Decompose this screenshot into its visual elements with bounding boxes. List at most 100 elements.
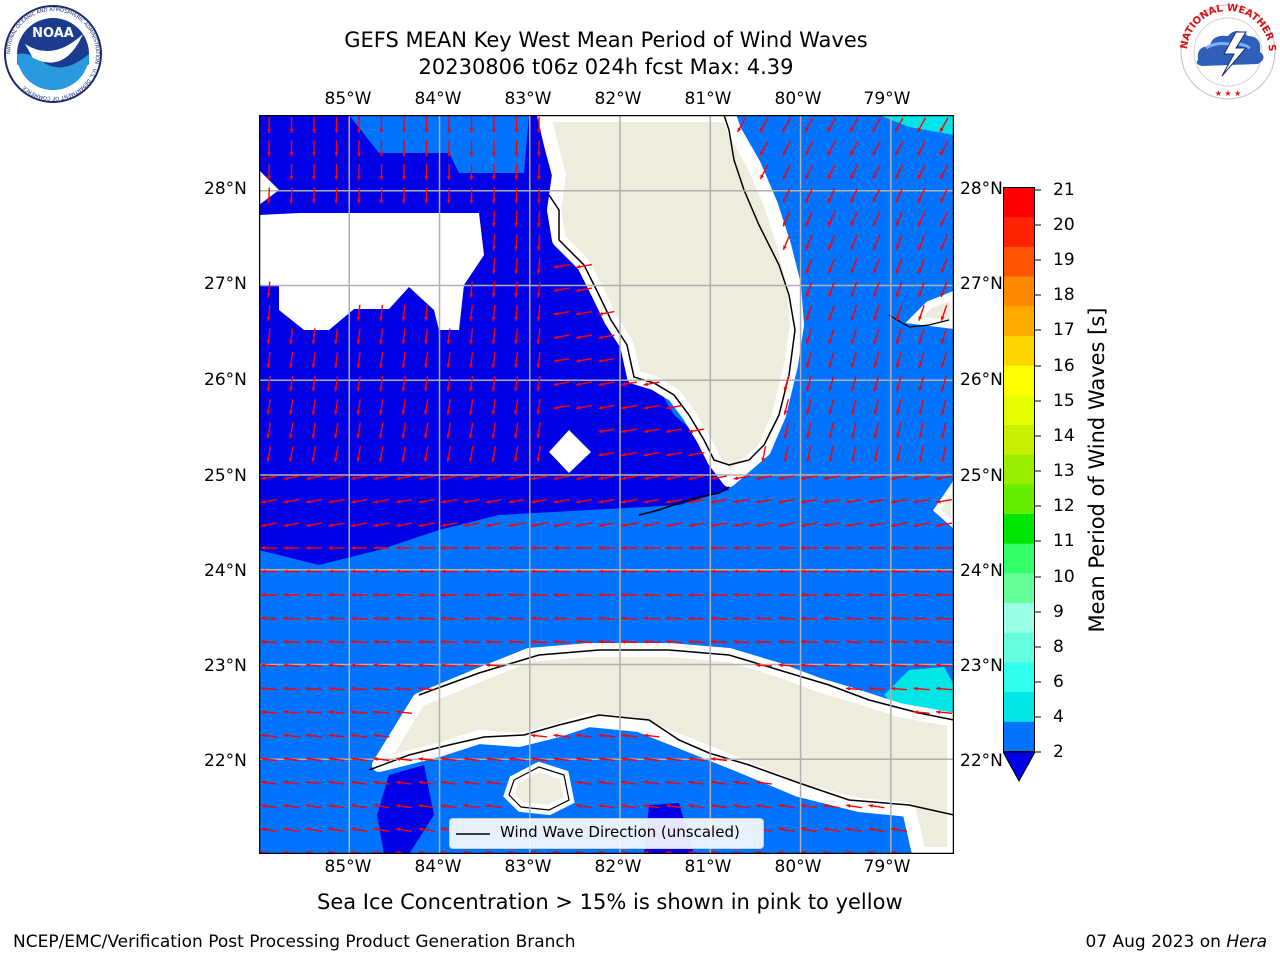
vector-arrowhead [351,546,356,550]
vector-arrowhead [918,433,923,439]
vector-arrowhead [283,639,288,644]
vector-arrowhead [756,523,761,528]
vector-arrowhead [891,686,896,691]
vector-arrowhead [531,592,536,597]
vector-arrowhead [261,757,266,761]
vector-arrowhead [283,663,288,668]
vector-arrowhead [918,339,923,345]
vector-arrowhead [536,434,541,439]
vector-arrowhead [379,340,383,345]
vector-arrowhead [576,523,581,528]
vector-arrowhead [328,804,333,808]
vector-arrowhead [402,152,406,157]
vector-arrowhead [801,827,806,832]
vector-arrowhead [266,387,271,392]
vector-arrowhead [778,639,783,644]
vector-arrowhead [373,499,378,504]
vector-arrowhead [328,733,333,738]
vector-arrowhead [891,499,896,504]
vector-arrowhead [851,386,855,392]
vector-arrowhead [823,663,828,668]
vector-arrowhead [868,663,873,668]
vector-arrowhead [666,546,671,550]
vector-arrowhead [283,710,288,715]
vector-arrowhead [373,663,378,668]
vector-arrowhead [553,311,558,316]
vector-arrowhead [334,340,338,345]
vector-arrowhead [261,804,266,808]
vector-arrowhead [356,457,361,462]
vector-arrowhead [756,663,761,668]
vector-arrowhead [806,386,810,392]
vector-arrowhead [827,174,832,180]
vector-arrowhead [531,546,536,550]
vector-arrowhead [828,292,832,297]
vector-arrowhead [643,499,648,504]
vector-arrowhead [469,387,473,392]
vector-arrowhead [846,804,851,808]
vector-arrowhead [688,499,693,504]
vector-arrowhead [805,174,809,180]
vector-arrowhead [266,293,271,298]
vector-arrowhead [334,410,338,415]
vector-arrowhead [733,476,738,481]
vector-arrowhead [756,499,761,504]
vector-arrowhead [576,546,581,550]
colorbar-tick: 18 [1053,285,1075,305]
vector-arrowhead [733,639,738,644]
vector-arrowhead [850,174,854,180]
vector-arrowhead [576,639,581,644]
vector-arrowhead [940,268,945,274]
vector-arrowhead [469,410,473,415]
vector-arrowhead [891,592,896,597]
vector-arrowhead [917,151,922,156]
vector-arrowhead [537,128,541,133]
vector-arrowhead [514,222,519,227]
vector-arrowhead [508,757,513,761]
vector-arrowhead [783,221,787,227]
vector-arrowhead [283,686,288,691]
vector-arrowhead [491,246,496,251]
vector-arrowhead [261,733,266,738]
vector-arrowhead [598,616,603,621]
vector-arrowhead [823,592,828,597]
vector-arrowhead [283,733,288,738]
vector-arrowhead [351,616,356,621]
vector-arrowhead [351,710,356,715]
vector-arrowhead [936,523,941,528]
vector-arrowhead [913,663,918,668]
vector-arrowhead [536,175,541,180]
vector-arrowhead [805,198,810,203]
vector-arrowhead [895,316,900,321]
vector-arrowhead [418,616,423,621]
vector-arrowhead [553,499,558,504]
vector-arrowhead [306,827,311,832]
vector-arrowhead [666,757,671,761]
lon-label-bottom: 83°W [504,857,552,877]
vector-arrowhead [553,569,558,574]
vector-arrowhead [783,433,788,439]
vector-arrowhead [621,780,626,785]
vector-arrowhead [828,268,832,274]
vector-arrowhead [351,827,356,832]
vector-arrowhead [941,457,946,462]
vector-arrowhead [823,546,828,550]
vector-arrowhead [621,569,626,574]
vector-arrowhead [891,476,896,481]
vector-arrowhead [306,639,311,644]
vector-arrowhead [311,387,316,392]
colorbar-tick: 14 [1053,426,1075,446]
vector-arrowhead [873,221,877,227]
vector-arrowhead [261,523,266,528]
vector-arrowhead [828,433,833,439]
vector-arrowhead [469,199,474,204]
vector-arrowhead [868,592,873,597]
vector-arrowhead [401,387,406,392]
vector-arrowhead [508,569,513,574]
vector-arrowhead [351,523,356,528]
vector-arrowhead [486,523,491,528]
vector-arrowhead [401,457,406,462]
vector-arrowhead [311,340,316,345]
vector-arrowhead [486,499,491,504]
vector-arrowhead [266,340,271,345]
